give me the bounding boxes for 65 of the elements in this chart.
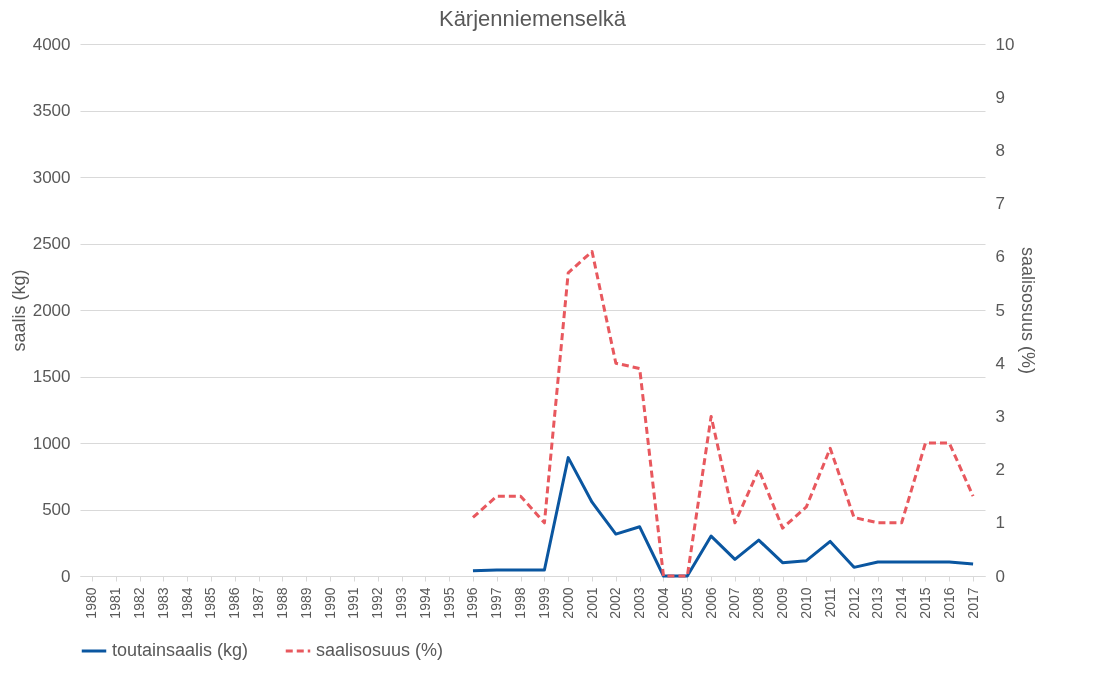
x-tick-label: 2003 bbox=[631, 587, 648, 619]
x-tick-label: 2008 bbox=[750, 587, 767, 619]
x-tick-label: 1986 bbox=[226, 587, 243, 619]
x-tick-label: 1982 bbox=[131, 587, 148, 619]
x-tick-label: 1980 bbox=[83, 587, 100, 619]
x-tick-label: 1983 bbox=[154, 587, 171, 619]
y-tick-label: 1000 bbox=[32, 433, 71, 453]
x-tick-label: 1988 bbox=[273, 587, 290, 619]
chart-title: Kärjenniemenselkä bbox=[438, 6, 627, 31]
y2-tick-label: 4 bbox=[995, 353, 1005, 373]
y2-tick-label: 5 bbox=[995, 300, 1005, 320]
x-tick-label: 2007 bbox=[726, 587, 743, 619]
x-tick-label: 2016 bbox=[940, 587, 957, 619]
y2-tick-label: 7 bbox=[995, 194, 1005, 214]
y-tick-label: 3000 bbox=[32, 167, 71, 187]
y-tick-label: 2000 bbox=[32, 300, 71, 320]
x-tick-label: 1981 bbox=[107, 587, 124, 619]
x-tick-label: 1999 bbox=[535, 587, 552, 619]
x-tick-label: 2017 bbox=[964, 587, 981, 619]
y-tick-label: 500 bbox=[42, 500, 71, 519]
x-tick-label: 2009 bbox=[774, 587, 791, 619]
x-tick-label: 1984 bbox=[178, 587, 195, 619]
x-tick-label: 1987 bbox=[250, 587, 267, 619]
y2-axis-title: saalisosuus (%) bbox=[1018, 246, 1039, 375]
x-tick-label: 2002 bbox=[607, 587, 624, 619]
x-tick-label: 2010 bbox=[797, 587, 814, 619]
x-tick-label: 2001 bbox=[583, 587, 600, 619]
x-tick-label: 1990 bbox=[321, 587, 338, 619]
y2-tick-label: 9 bbox=[995, 87, 1005, 107]
y2-tick-label: 0 bbox=[995, 566, 1005, 586]
x-tick-label: 1994 bbox=[416, 587, 433, 619]
x-tick-label: 2014 bbox=[893, 587, 910, 619]
y2-tick-label: 6 bbox=[995, 247, 1005, 267]
y-tick-label: 2500 bbox=[32, 234, 71, 253]
legend-label: saalisosuus (%) bbox=[316, 640, 444, 660]
y-tick-label: 1500 bbox=[32, 367, 71, 386]
y-tick-label: 3500 bbox=[32, 101, 71, 120]
x-tick-label: 1991 bbox=[345, 587, 362, 619]
x-tick-label: 1996 bbox=[464, 587, 481, 619]
x-tick-label: 1995 bbox=[440, 587, 457, 619]
y-tick-label: 0 bbox=[61, 566, 71, 586]
x-tick-label: 2013 bbox=[869, 587, 886, 619]
x-tick-label: 2000 bbox=[559, 587, 576, 619]
x-tick-label: 2004 bbox=[654, 587, 671, 619]
line-series bbox=[471, 249, 975, 578]
x-tick-label: 1985 bbox=[202, 587, 219, 619]
y2-tick-label: 1 bbox=[995, 513, 1005, 533]
x-tick-label: 1997 bbox=[488, 587, 505, 619]
y-axis-title: saalis (kg) bbox=[8, 269, 29, 352]
x-tick-label: 2005 bbox=[678, 587, 695, 619]
y2-tick-label: 8 bbox=[995, 140, 1005, 160]
y-tick-label: 4000 bbox=[32, 34, 71, 54]
x-tick-label: 2011 bbox=[821, 587, 838, 618]
y2-tick-label: 10 bbox=[995, 34, 1015, 54]
y2-tick-label: 2 bbox=[995, 460, 1005, 480]
legend-label: toutainsaalis (kg) bbox=[112, 640, 249, 660]
y2-tick-label: 3 bbox=[995, 406, 1005, 426]
x-tick-label: 2012 bbox=[845, 587, 862, 619]
line-series bbox=[471, 456, 975, 578]
x-tick-label: 1992 bbox=[369, 587, 386, 619]
x-tick-label: 1998 bbox=[512, 587, 529, 619]
x-tick-label: 1989 bbox=[297, 587, 314, 619]
x-tick-label: 2006 bbox=[702, 587, 719, 619]
x-tick-label: 2015 bbox=[916, 587, 933, 619]
x-tick-label: 1993 bbox=[393, 587, 410, 619]
